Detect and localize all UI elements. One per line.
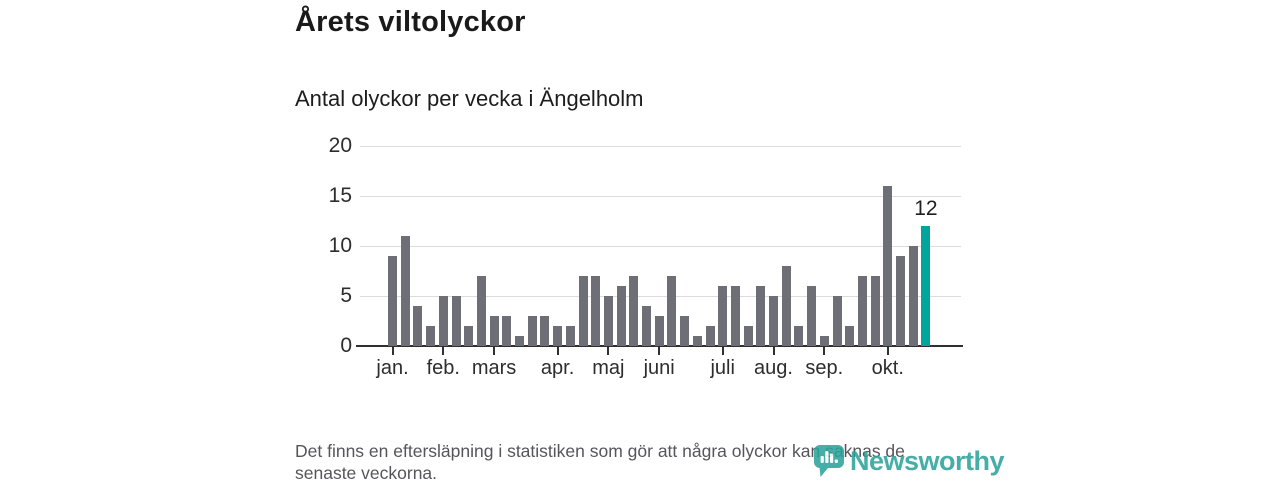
- x-axis-tick-juni: [658, 347, 661, 355]
- bar-week-14: [553, 326, 563, 346]
- x-axis-tick-feb: [442, 347, 445, 355]
- bar-week-1: [388, 256, 397, 346]
- bar-week-24: [680, 316, 690, 346]
- gridline-y-10: [360, 246, 961, 247]
- x-axis-tick-maj: [607, 347, 610, 355]
- bar-week-7: [464, 326, 474, 346]
- bar-week-43: [921, 226, 931, 346]
- gridline-y-5: [360, 296, 961, 297]
- x-axis-month-label: juli: [710, 357, 735, 379]
- bar-week-25: [692, 336, 702, 346]
- footer-note-line: Det finns en eftersläpning i statistiken…: [295, 441, 905, 461]
- bar-week-23: [667, 276, 677, 346]
- bar-week-12: [527, 316, 537, 346]
- x-axis-tick-aug: [772, 347, 775, 355]
- bar-week-38: [857, 276, 867, 346]
- x-axis-tick-jan: [391, 347, 394, 355]
- bar-week-8: [476, 276, 486, 346]
- x-axis-month-label: jan.: [376, 357, 409, 379]
- bar-week-34: [807, 286, 817, 346]
- bar-week-13: [540, 316, 550, 346]
- x-axis-month-label: okt.: [871, 357, 904, 379]
- bar-week-29: [743, 326, 753, 346]
- bar-week-21: [642, 306, 651, 346]
- footer-note-line: senaste veckorna.: [295, 463, 438, 483]
- x-axis-line: [356, 345, 963, 347]
- bar-week-22: [654, 316, 664, 346]
- bar-week-16: [578, 276, 588, 346]
- newsworthy-logo-text: Newsworthy: [850, 446, 1005, 476]
- x-axis-tick-juli: [721, 347, 724, 355]
- y-axis-tick-label: 0: [340, 334, 352, 357]
- footer-note: Det finns en eftersläpning i statistiken…: [295, 440, 905, 484]
- chart-title: Årets viltolyckor: [295, 6, 526, 38]
- chart-subtitle: Antal olyckor per vecka i Ängelholm: [295, 86, 644, 111]
- bar-week-18: [603, 296, 613, 346]
- bar-week-17: [591, 276, 601, 346]
- highlight-value-label: 12: [914, 197, 938, 220]
- x-axis-month-label: mars: [471, 357, 517, 379]
- bar-week-20: [629, 276, 639, 346]
- gridline-y-15: [360, 196, 961, 197]
- x-axis-tick-okt: [886, 347, 889, 355]
- bar-week-41: [896, 256, 905, 346]
- bar-week-27: [718, 286, 728, 346]
- bar-week-4: [426, 326, 436, 346]
- y-axis-tick-label: 15: [328, 184, 352, 207]
- x-axis-tick-mars: [493, 347, 496, 355]
- bar-week-31: [769, 296, 778, 346]
- bar-week-40: [883, 186, 893, 346]
- gridline-y-20: [360, 146, 961, 147]
- bar-week-42: [908, 246, 918, 346]
- bar-week-37: [845, 326, 855, 346]
- bar-week-28: [730, 286, 740, 346]
- x-axis-month-label: apr.: [540, 357, 575, 379]
- x-axis-month-label: maj: [592, 357, 625, 379]
- y-axis-tick-label: 10: [328, 234, 352, 257]
- x-axis-month-label: sep.: [805, 357, 844, 379]
- x-axis-month-label: juni: [643, 357, 675, 379]
- bar-week-5: [438, 296, 448, 346]
- bar-week-30: [756, 286, 766, 346]
- bar-week-35: [819, 336, 829, 346]
- bar-week-33: [794, 326, 804, 346]
- bar-week-19: [616, 286, 626, 346]
- x-axis-tick-apr: [556, 347, 559, 355]
- bar-week-26: [705, 326, 715, 346]
- bar-week-6: [451, 296, 461, 346]
- bar-week-32: [781, 266, 791, 346]
- x-axis-month-label: feb.: [426, 357, 460, 379]
- x-axis-month-label: aug.: [754, 357, 793, 379]
- bar-week-36: [832, 296, 842, 346]
- newsworthy-logo: Newsworthy: [813, 444, 1005, 478]
- bar-week-39: [870, 276, 880, 346]
- bar-week-9: [489, 316, 499, 346]
- bar-week-2: [400, 236, 410, 346]
- bar-week-10: [502, 316, 512, 346]
- x-axis-tick-sep: [823, 347, 826, 355]
- newsworthy-pin-chart-icon: [814, 445, 844, 477]
- bar-week-15: [565, 326, 575, 346]
- y-axis-tick-label: 5: [340, 284, 352, 307]
- bar-week-3: [413, 306, 423, 346]
- y-axis-tick-label: 20: [328, 134, 352, 157]
- bar-week-11: [515, 336, 524, 346]
